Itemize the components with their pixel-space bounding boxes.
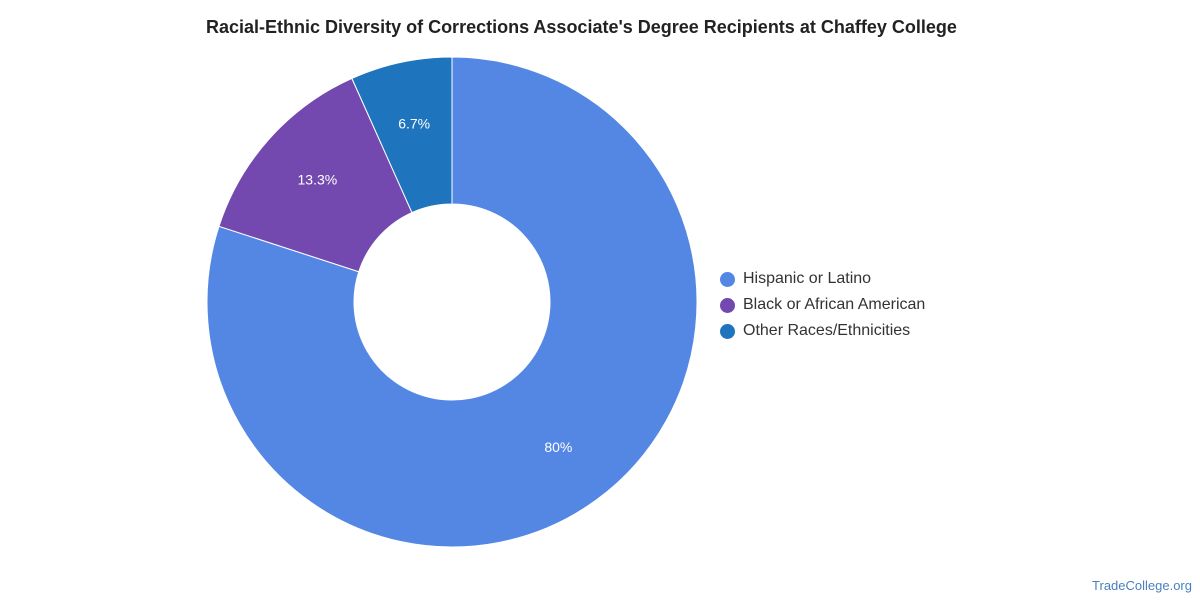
slice-labels-group: 80% 13.3% 6.7%: [298, 116, 573, 455]
slice-other-races-ethnicities[interactable]: [351, 56, 453, 214]
legend-item-black-or-african-american[interactable]: Black or African American: [720, 292, 925, 318]
slice-black-or-african-american[interactable]: [218, 77, 413, 273]
slice-label-hispanic-or-latino: 80%: [544, 439, 572, 455]
slice-hispanic-or-latino[interactable]: [206, 56, 698, 548]
slice-label-other-races-ethnicities: 6.7%: [398, 116, 430, 132]
legend-swatch: [720, 297, 735, 313]
legend-label: Black or African American: [743, 296, 926, 313]
legend-item-other-races-ethnicities[interactable]: Other Races/Ethnicities: [720, 318, 925, 344]
chart-title: Racial-Ethnic Diversity of Corrections A…: [206, 17, 957, 37]
slices-group: [206, 56, 698, 548]
legend: Hispanic or Latino Black or African Amer…: [720, 266, 925, 344]
slice-label-black-or-african-american: 13.3%: [298, 172, 338, 188]
watermark-link[interactable]: TradeCollege.org: [1092, 578, 1192, 593]
legend-swatch: [720, 271, 735, 287]
legend-item-hispanic-or-latino[interactable]: Hispanic or Latino: [720, 266, 925, 292]
legend-label: Hispanic or Latino: [743, 270, 872, 287]
legend-swatch: [720, 323, 735, 339]
legend-label: Other Races/Ethnicities: [743, 322, 911, 339]
